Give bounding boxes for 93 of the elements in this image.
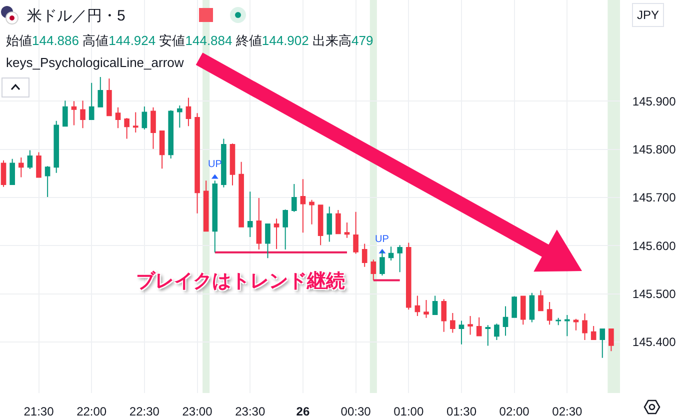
candlestick [27, 150, 33, 170]
candlestick [265, 223, 270, 259]
y-tick-label: 145.900 [632, 94, 676, 108]
candlestick [256, 197, 262, 250]
candlestick [362, 243, 368, 268]
candlestick [62, 100, 68, 127]
candlestick [230, 143, 236, 186]
candlestick [177, 104, 182, 128]
candlestick [142, 106, 148, 130]
candlestick [282, 209, 288, 250]
candlestick [132, 112, 138, 133]
candlestick [326, 206, 332, 242]
candlestick [300, 178, 306, 234]
x-tick-label: 23:30 [235, 404, 266, 418]
candlestick [221, 138, 226, 188]
candlestick [203, 180, 209, 232]
candlestick [502, 306, 508, 336]
candlestick [44, 166, 50, 198]
candlestick [88, 82, 94, 120]
candlestick [538, 290, 544, 312]
x-tick-label: 02:00 [499, 404, 530, 418]
candlestick [186, 97, 192, 127]
x-tick-label: 02:30 [552, 404, 582, 418]
candlestick [582, 313, 588, 341]
candlestick [168, 110, 174, 159]
y-tick-label: 145.700 [632, 190, 676, 205]
x-tick-label: 00:30 [340, 404, 372, 418]
x-tick-label: 26 [296, 404, 310, 418]
y-tick-label: 145.500 [632, 286, 676, 301]
candlestick [397, 244, 402, 273]
candlestick [150, 106, 156, 150]
candlestick [194, 112, 200, 214]
x-tick-label: 22:00 [76, 404, 107, 418]
text: 米ドル／円・5 [27, 7, 126, 24]
candlestick [573, 318, 579, 331]
candlestick [309, 199, 314, 225]
x-tick-label: 01:00 [394, 404, 424, 418]
candlestick [556, 317, 562, 326]
candlestick [10, 158, 15, 185]
y-tick-label: 145.600 [632, 238, 676, 253]
candlestick [600, 328, 606, 358]
candlestick [344, 222, 350, 238]
y-axis-title: JPY [637, 8, 660, 22]
candlestick [512, 296, 517, 318]
candlestick [291, 183, 297, 212]
candlestick [159, 130, 165, 170]
candlestick [124, 118, 130, 140]
annotation: keys_PsychologicalLine_arrow [6, 55, 184, 70]
candlestick [608, 328, 614, 352]
candlestick [468, 315, 473, 336]
candlestick [485, 324, 491, 346]
candlestick [476, 316, 482, 336]
candlestick [106, 78, 112, 116]
candlestick [274, 218, 280, 250]
candlestick [380, 250, 385, 276]
candlestick [98, 76, 104, 108]
candlestick [54, 120, 60, 174]
x-tick-label: 23:00 [182, 404, 213, 418]
candlestick [414, 295, 420, 316]
annotation: ブレイクはトレンド継続 [136, 270, 345, 292]
candlestick [590, 326, 596, 340]
candlestick [36, 152, 42, 178]
candlestick [546, 301, 552, 326]
candlestick [247, 191, 253, 238]
candlestick [564, 314, 570, 337]
candlestick [441, 298, 447, 332]
candlestick [529, 292, 535, 323]
y-tick-label: 145.800 [632, 142, 676, 156]
y-tick-label: 145.400 [632, 335, 676, 350]
candlestick [80, 100, 86, 129]
candlestick [238, 161, 244, 228]
candlestick [406, 242, 412, 310]
candlestick [432, 295, 438, 315]
candlestick [0, 160, 6, 188]
text: 始値144.886 高値144.924 安値144.884 終値144.902 出来高479 [6, 33, 374, 48]
candlestick [458, 320, 464, 345]
x-tick-label: 21:30 [24, 404, 54, 418]
candlestick [494, 323, 500, 341]
candlestick [388, 246, 394, 262]
candlestick [336, 209, 341, 234]
candlestick [71, 100, 77, 126]
candlestick [424, 300, 429, 318]
candlestick [450, 312, 456, 334]
candlestick [115, 106, 121, 129]
candlestick [18, 156, 24, 178]
x-tick-label: 22:30 [129, 404, 160, 418]
candlestick [520, 296, 526, 326]
candlestick [318, 204, 324, 246]
x-tick-label: 01:30 [446, 404, 477, 418]
annotation: UP [375, 234, 390, 245]
candlestick [353, 211, 358, 254]
candlestick [370, 259, 376, 281]
candlestick [212, 180, 218, 253]
